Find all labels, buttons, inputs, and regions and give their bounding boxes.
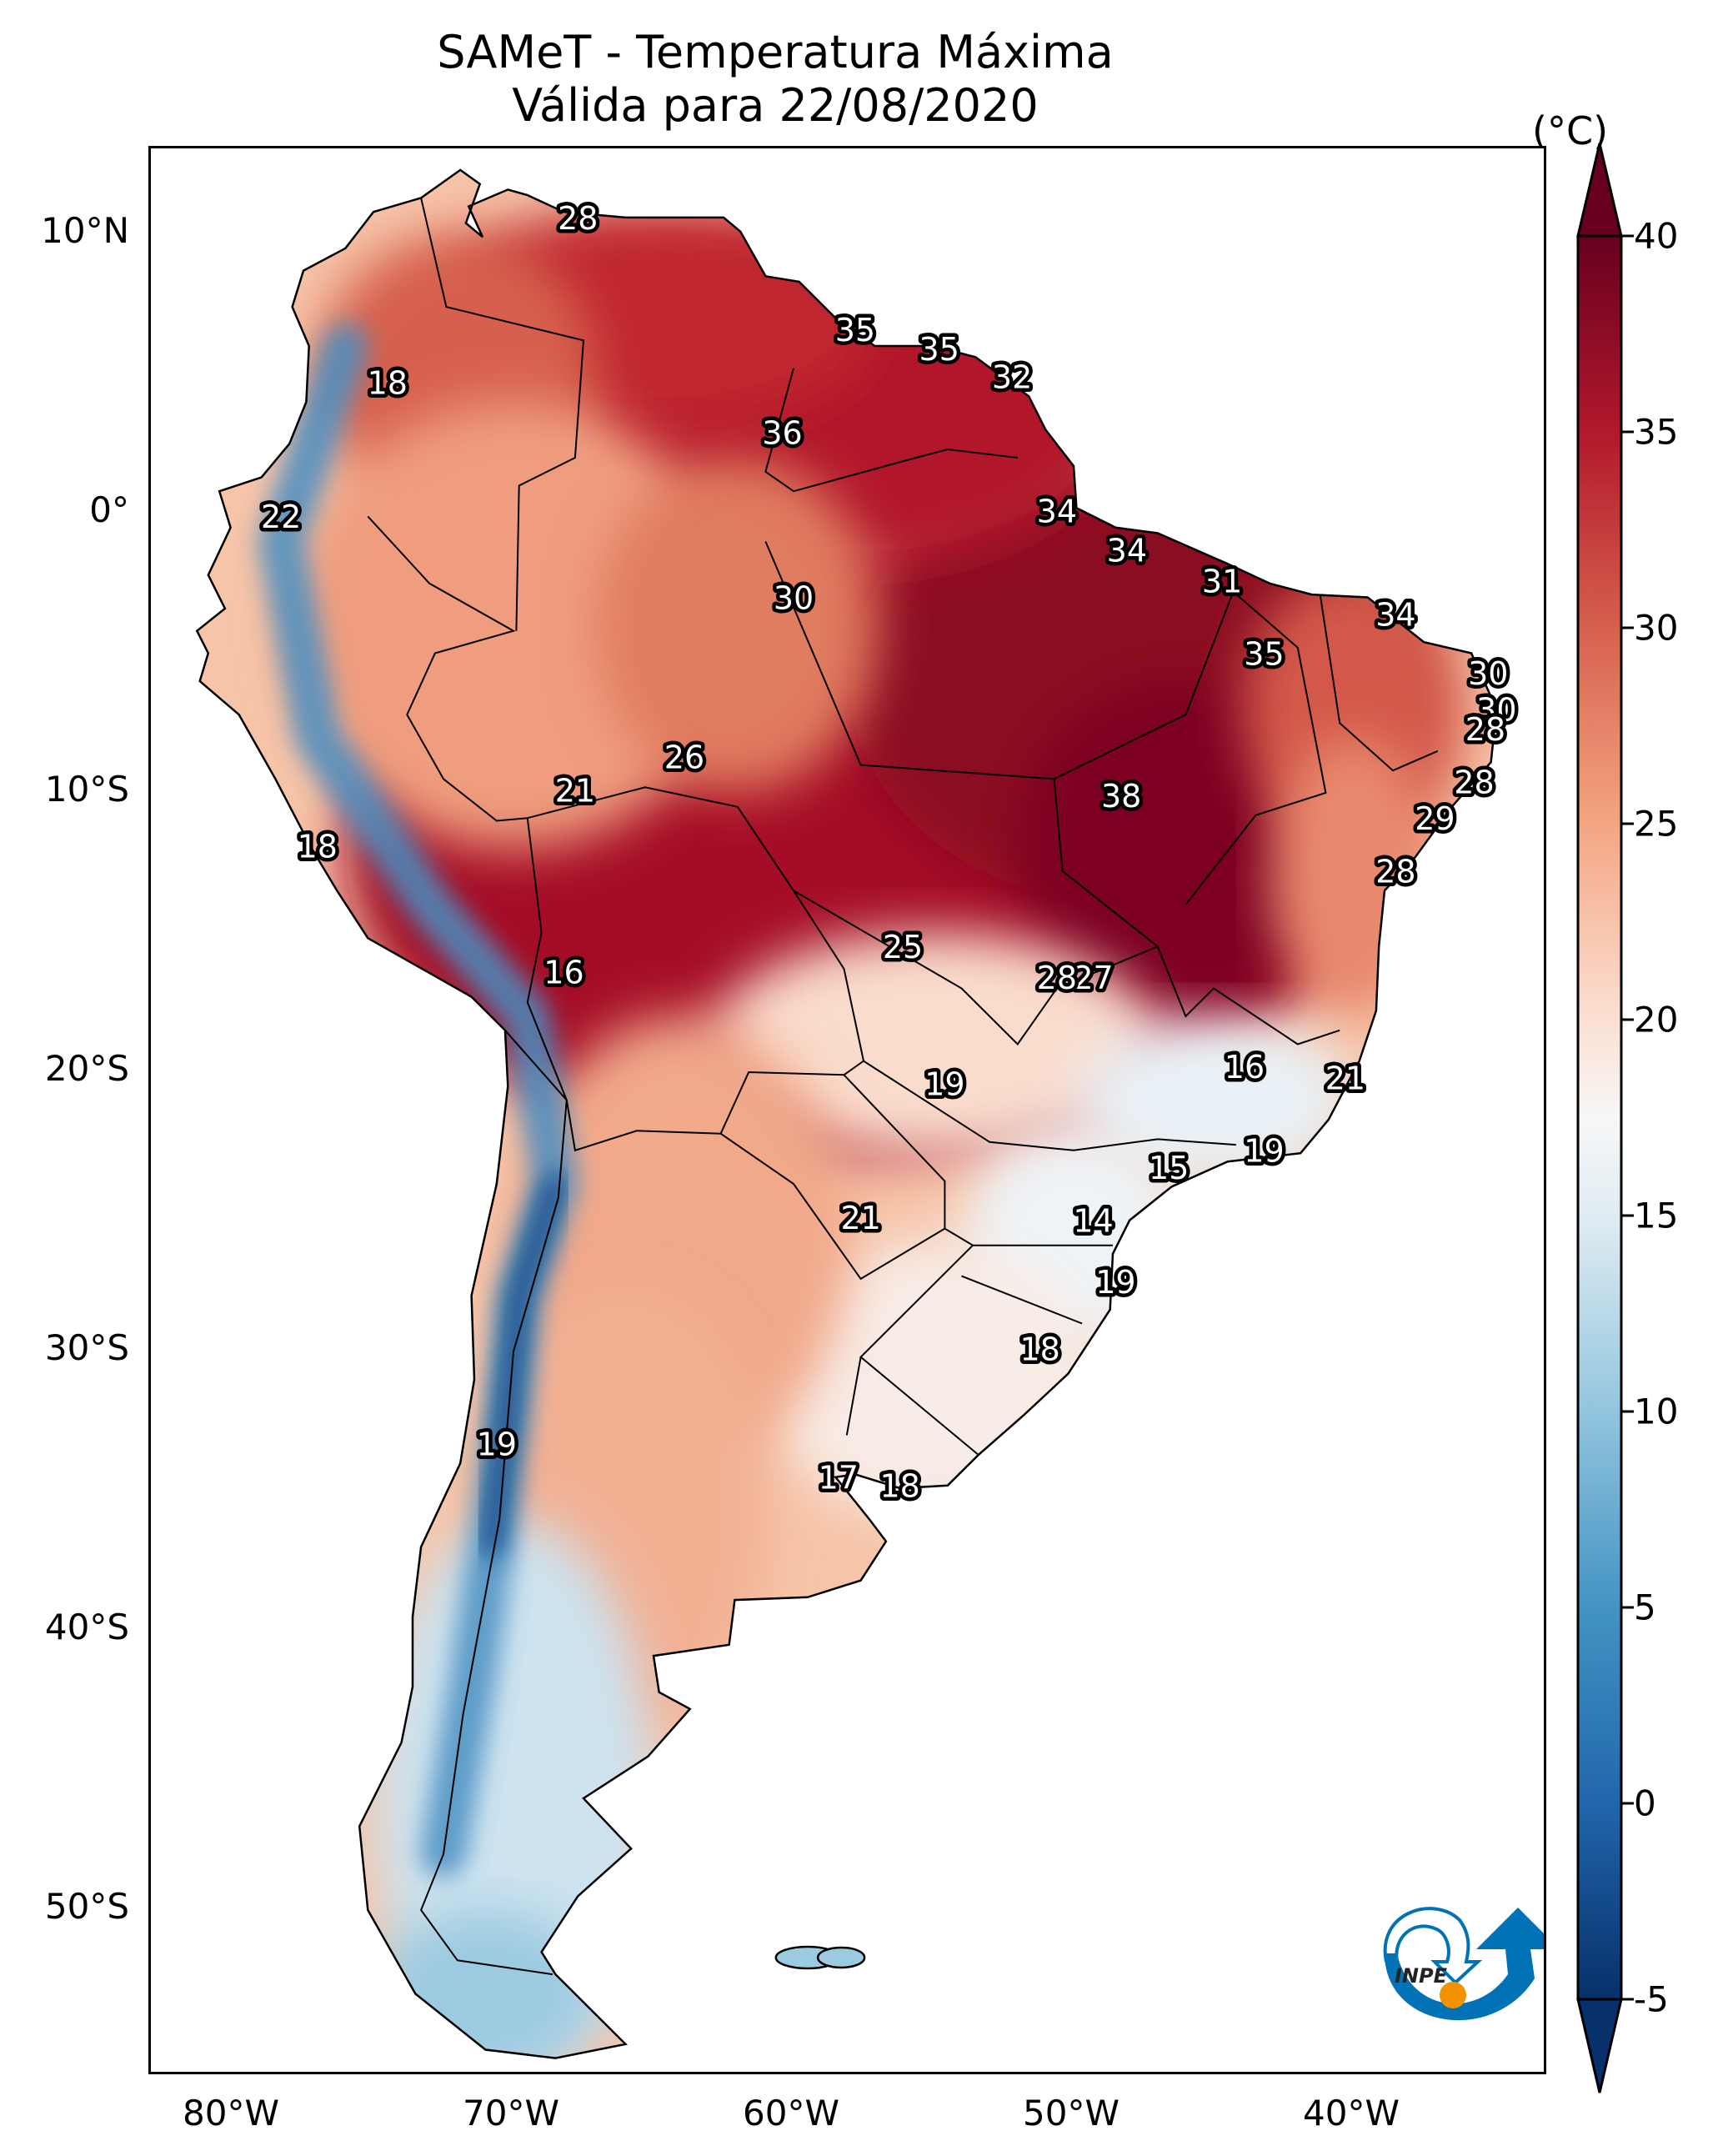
lat-tick-label: 0°	[89, 489, 129, 530]
station-label: 19	[477, 1426, 517, 1462]
map-title: SAMeT - Temperatura Máxima	[437, 26, 1114, 78]
station-label: 30	[774, 579, 814, 616]
station-label: 35	[835, 312, 875, 348]
falkland-islands	[774, 1945, 866, 1970]
station-label: 34	[1375, 596, 1415, 633]
station-label: 22	[261, 499, 301, 535]
map-frame: 28 18 35 35 32 36 22 34 34 31 30 34 35 30 30 28 26 28 21 38…	[148, 146, 1546, 2074]
station-label: 25	[883, 929, 923, 965]
station-label: 18	[298, 829, 338, 865]
station-label: 16	[543, 954, 584, 990]
lat-tick-label: 30°S	[44, 1327, 129, 1368]
station-label: 36	[762, 415, 802, 452]
station-label: 38	[1101, 778, 1141, 815]
station-label: 19	[1244, 1133, 1284, 1170]
station-label: 34	[1037, 494, 1077, 530]
station-label: 14	[1073, 1202, 1113, 1239]
station-label: 16	[1225, 1049, 1265, 1086]
colorbar-tick-label: 15	[1634, 1195, 1679, 1236]
colorbar-tick-label: -5	[1634, 1978, 1669, 2020]
station-label: 28	[1454, 764, 1494, 800]
station-label: 35	[1244, 635, 1284, 672]
colorbar-tick-label: 5	[1634, 1587, 1656, 1628]
station-label: 28	[1465, 711, 1505, 748]
lon-tick-label: 60°W	[743, 2093, 839, 2133]
map-subtitle: Válida para 22/08/2020	[512, 79, 1039, 132]
colorbar-tick-label: 0	[1634, 1782, 1656, 1824]
lat-tick-label: 40°S	[44, 1607, 129, 1647]
logo-text: INPE	[1395, 1964, 1448, 1988]
station-label: 27	[1073, 960, 1113, 996]
station-label: 18	[368, 364, 408, 401]
station-label: 26	[664, 739, 704, 775]
station-label: 18	[1020, 1331, 1060, 1368]
station-label: 21	[840, 1200, 880, 1236]
inpe-logo: INPE	[1383, 1907, 1544, 2021]
station-label: 18	[880, 1468, 920, 1505]
colorbar-gradient	[1576, 234, 1623, 2001]
coastline	[195, 168, 1498, 2059]
colorbar-tick-label: 25	[1634, 803, 1679, 845]
station-label: 28	[1037, 960, 1077, 996]
country-state-borders	[367, 198, 1439, 1976]
lon-tick-label: 70°W	[463, 2093, 559, 2133]
lat-tick-label: 50°S	[44, 1886, 129, 1927]
lat-tick-label: 20°S	[44, 1048, 129, 1089]
station-label: 30	[1476, 691, 1516, 728]
colorbar-tick-label: 35	[1634, 411, 1679, 453]
station-label: 29	[1415, 800, 1455, 837]
station-label: 21	[1325, 1060, 1365, 1097]
colorbar-lower-extend	[1576, 1998, 1623, 2093]
station-label: 28	[1375, 854, 1415, 890]
station-label: 17	[819, 1460, 859, 1497]
lon-tick-label: 40°W	[1303, 2093, 1400, 2133]
station-label: 31	[1202, 563, 1242, 599]
lon-tick-label: 80°W	[183, 2093, 279, 2133]
station-label: 15	[1149, 1150, 1189, 1186]
station-label: 35	[919, 331, 959, 368]
station-label: 19	[1095, 1264, 1135, 1301]
colorbar-tick-label: 30	[1634, 607, 1679, 649]
logo-sun-icon	[1440, 1982, 1466, 2008]
colorbar-tick-label: 20	[1634, 999, 1679, 1040]
colorbar-tick-label: 10	[1634, 1391, 1679, 1432]
colorbar-tick-label: 40	[1634, 215, 1679, 257]
station-label: 28	[558, 200, 598, 237]
lat-tick-label: 10°S	[44, 769, 129, 810]
lat-tick-label: 10°N	[41, 210, 129, 251]
station-label: 19	[924, 1065, 964, 1102]
station-label: 30	[1468, 655, 1508, 692]
lon-tick-label: 50°W	[1023, 2093, 1119, 2133]
station-label: 34	[1107, 532, 1147, 569]
station-label: 32	[992, 359, 1032, 396]
temperature-field	[197, 169, 1497, 2058]
station-label: 21	[555, 773, 595, 810]
colorbar-upper-extend	[1576, 143, 1623, 238]
logo-swoosh-icon	[1385, 1908, 1544, 2021]
logo-arrow-icon	[1383, 1907, 1483, 1985]
